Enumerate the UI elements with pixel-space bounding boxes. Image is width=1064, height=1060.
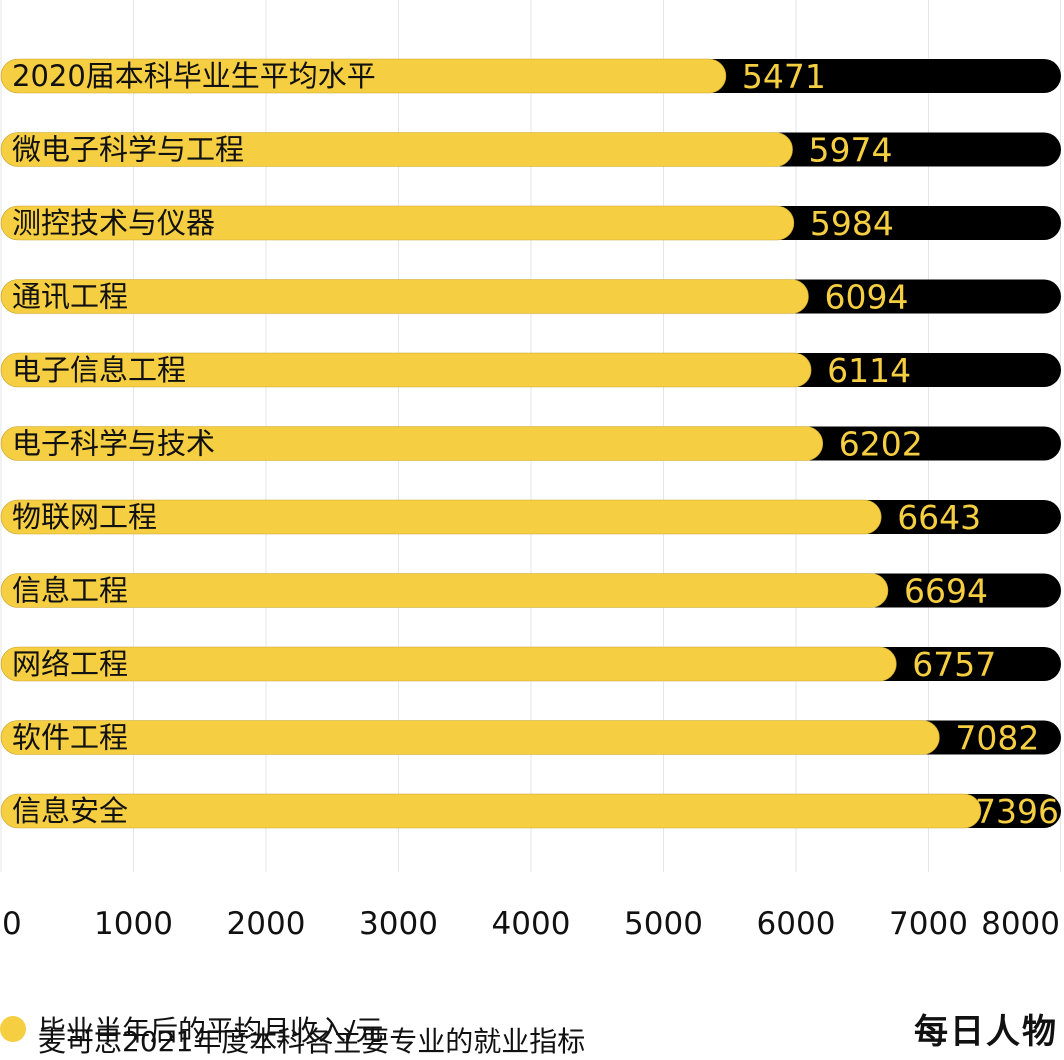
bar xyxy=(0,426,824,461)
bars: 2020届本科毕业生平均水平 5471 微电子科学与工程 5974 测控技术与仪器 598… xyxy=(0,57,1061,831)
data-label: 6202 xyxy=(839,425,923,464)
bar xyxy=(0,132,793,167)
tick-label: 7000 xyxy=(889,906,968,942)
bar xyxy=(0,646,897,682)
tick-label: 2000 xyxy=(227,906,306,942)
category-label: 信息安全 xyxy=(12,794,128,828)
bar xyxy=(0,279,809,314)
x-axis-ticks: 0 1000 2000 3000 4000 5000 6000 7000 8000 xyxy=(2,906,1060,942)
bar xyxy=(0,573,889,608)
category-label: 电子科学与技术 xyxy=(12,427,215,461)
category-label: 通讯工程 xyxy=(12,280,128,314)
bar xyxy=(0,352,812,388)
tick-label: 3000 xyxy=(359,906,438,942)
bar xyxy=(0,205,795,241)
brand-logo: 每日人物 xyxy=(914,1012,1058,1052)
bar xyxy=(0,720,940,755)
bar xyxy=(0,793,982,829)
bar-chart: 2020届本科毕业生平均水平 5471 微电子科学与工程 5974 测控技术与仪器 598… xyxy=(0,0,1061,942)
tick-label: 0 xyxy=(2,906,22,942)
data-label: 6114 xyxy=(827,351,911,390)
data-label: 6094 xyxy=(824,278,908,317)
category-label: 物联网工程 xyxy=(12,500,157,534)
category-label: 微电子科学与工程 xyxy=(12,133,244,167)
category-label: 网络工程 xyxy=(12,647,128,681)
source-note: 麦可思2021年度本科各主要专业的就业指标 xyxy=(38,1025,586,1058)
legend-item: 毕业半年后的平均月收入/元 xyxy=(0,1012,900,1047)
tick-label: 8000 xyxy=(981,906,1060,942)
data-label: 6643 xyxy=(897,498,981,537)
bar xyxy=(0,58,727,94)
legend-swatch xyxy=(0,1016,26,1042)
data-label: 6694 xyxy=(904,572,988,611)
category-label: 软件工程 xyxy=(12,721,128,755)
tick-label: 6000 xyxy=(757,906,836,942)
category-label: 电子信息工程 xyxy=(12,353,186,387)
category-label: 测控技术与仪器 xyxy=(12,206,215,240)
category-label: 2020届本科毕业生平均水平 xyxy=(12,59,376,93)
data-label: 6757 xyxy=(912,645,996,684)
category-label: 信息工程 xyxy=(12,574,128,608)
tick-label: 4000 xyxy=(492,906,571,942)
data-label: 7396 xyxy=(975,792,1059,831)
data-label: 5974 xyxy=(809,131,893,170)
tick-label: 5000 xyxy=(624,906,703,942)
bar xyxy=(0,499,882,535)
legend-label: 毕业半年后的平均月收入/元 xyxy=(38,1014,384,1047)
tick-label: 1000 xyxy=(94,906,173,942)
data-label: 5471 xyxy=(742,57,826,96)
legend: 毕业半年后的平均月收入/元 xyxy=(0,1012,900,1047)
data-label: 5984 xyxy=(810,204,894,243)
data-label: 7082 xyxy=(955,719,1039,758)
